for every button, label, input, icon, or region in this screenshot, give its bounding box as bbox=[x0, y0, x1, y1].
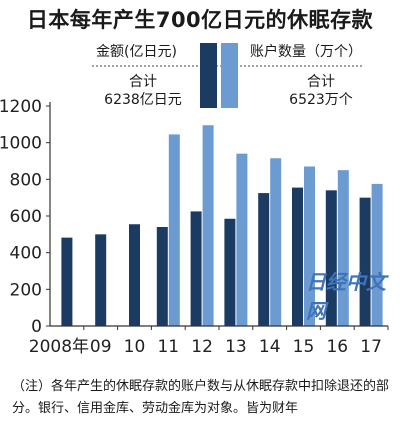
bar-amount bbox=[359, 197, 371, 326]
x-tick-label: 2008年 bbox=[29, 337, 89, 357]
bar-amount bbox=[95, 234, 107, 326]
y-tick-label: 1000 bbox=[0, 134, 42, 154]
x-tick-label: 12 bbox=[191, 337, 213, 357]
legend-swatch-accounts bbox=[221, 43, 238, 108]
legend-amount-total-value: 6238亿日元 bbox=[104, 92, 182, 108]
legend-label-amount: 金额(亿日元) bbox=[96, 44, 177, 60]
x-tick-label: 13 bbox=[225, 337, 247, 357]
y-tick-label: 800 bbox=[10, 170, 42, 190]
chart-title: 日本每年产生700亿日元的休眠存款 bbox=[26, 8, 374, 32]
y-tick-label: 1200 bbox=[0, 97, 42, 117]
x-tick-label: 09 bbox=[90, 337, 112, 357]
bar-amount bbox=[224, 218, 236, 326]
bar-amount bbox=[61, 237, 73, 326]
bar-amount bbox=[258, 193, 270, 326]
y-tick-label: 400 bbox=[10, 244, 42, 264]
bar-amount bbox=[156, 227, 168, 326]
axes-group: 0 200 400 600 800 1000 1200 2008年 09 10 11 12 13 14 15… bbox=[0, 97, 389, 357]
bar-accounts bbox=[371, 183, 383, 326]
x-tick-label: 10 bbox=[124, 337, 146, 357]
legend-accounts-total-value: 6523万个 bbox=[289, 92, 353, 108]
bar-amount bbox=[292, 187, 303, 326]
bars-group bbox=[61, 125, 383, 326]
bar-accounts bbox=[304, 166, 315, 326]
legend-swatch-amount bbox=[200, 43, 217, 108]
x-tick-label: 16 bbox=[326, 337, 348, 357]
bar-accounts bbox=[168, 134, 180, 326]
x-tick-label: 11 bbox=[157, 337, 179, 357]
legend-amount-total-label: 合计 bbox=[129, 74, 157, 90]
bar-accounts bbox=[270, 158, 282, 326]
bar-amount bbox=[190, 211, 202, 326]
y-tick-label: 600 bbox=[10, 207, 42, 227]
bar-amount bbox=[325, 190, 337, 326]
x-tick-label: 15 bbox=[293, 337, 315, 357]
legend-label-accounts: 账户数量（万个） bbox=[250, 44, 362, 60]
bar-accounts bbox=[337, 170, 349, 326]
footnote: （注）各年产生的休眠存款的账户数与从休眠存款中扣除退还的部分。银行、信用金库、劳… bbox=[12, 379, 390, 416]
y-tick-label: 0 bbox=[31, 317, 42, 337]
y-tick-label: 200 bbox=[10, 280, 42, 300]
bar-accounts bbox=[202, 125, 214, 326]
bar-amount bbox=[129, 224, 140, 326]
legend-accounts-total-label: 合计 bbox=[307, 74, 335, 90]
x-tick-label: 17 bbox=[360, 337, 382, 357]
bar-accounts bbox=[236, 153, 248, 326]
x-tick-label: 14 bbox=[259, 337, 281, 357]
watermark-logo: 日经中文网 bbox=[306, 270, 386, 323]
